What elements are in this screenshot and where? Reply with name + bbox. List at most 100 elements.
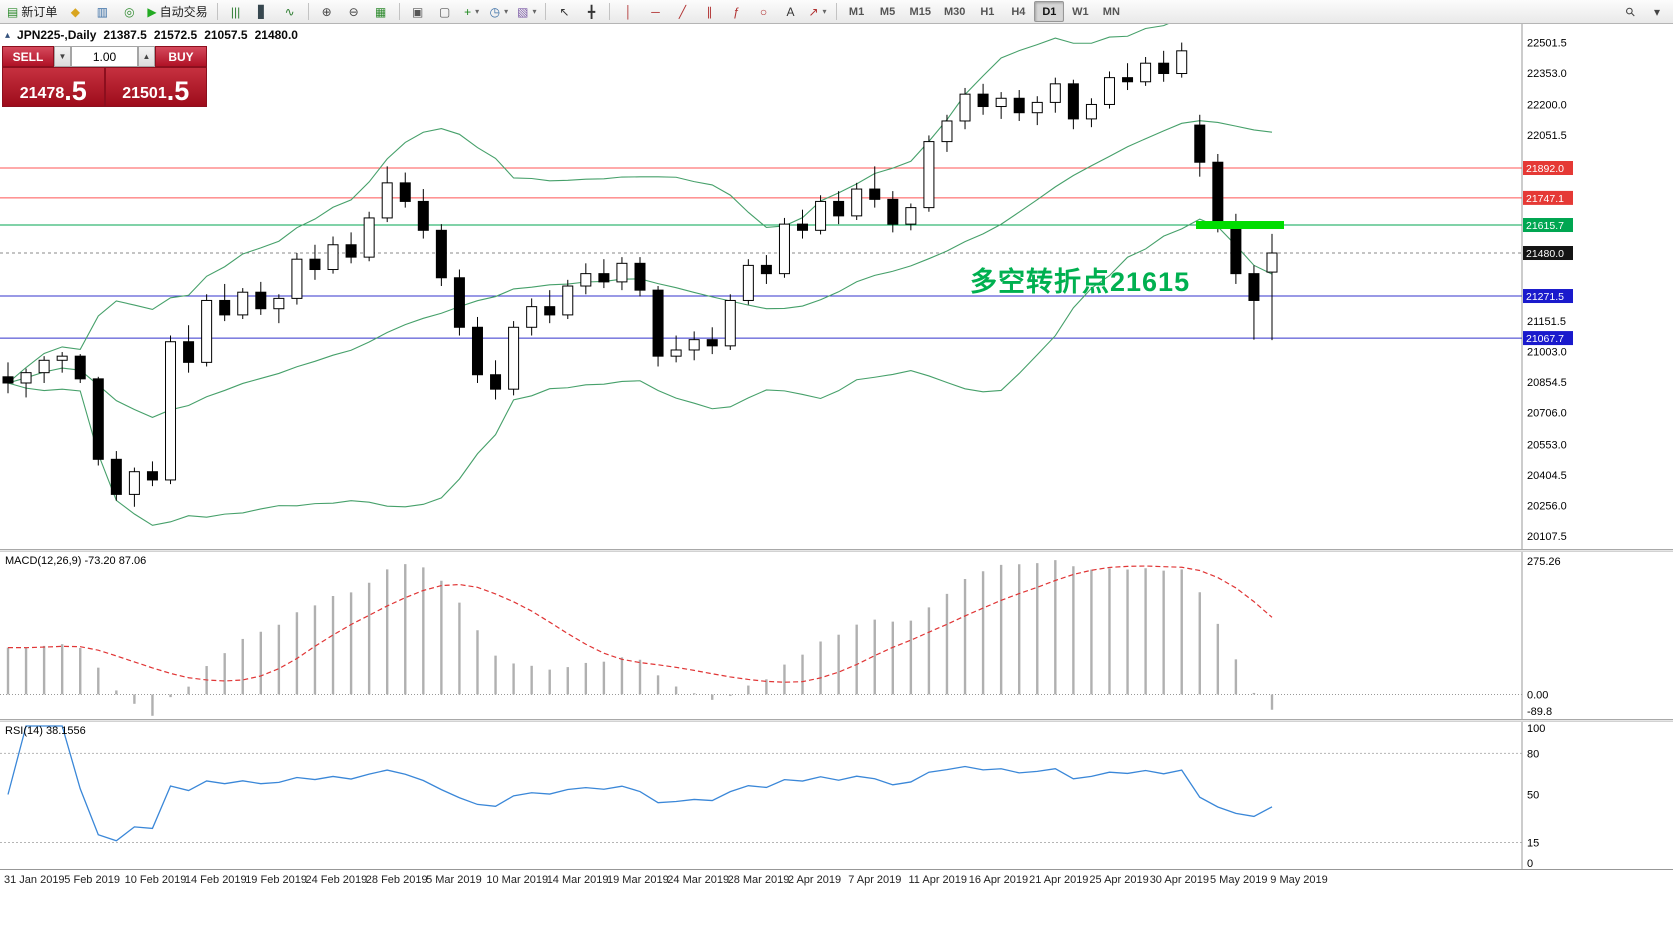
timeframe-h1-button[interactable]: H1	[980, 5, 995, 18]
date-axis-label: 10 Mar 2019	[486, 874, 549, 886]
candle	[363, 211, 375, 262]
market-watch-button[interactable]: ▥	[89, 1, 115, 23]
buy-price-main: 21501	[122, 85, 167, 102]
panel-splitter[interactable]	[0, 719, 1673, 722]
sell-price-display[interactable]: 21478.5	[2, 67, 105, 107]
bollinger-lower-band	[7, 218, 1273, 526]
volume-increase-button[interactable]: ▲	[138, 46, 155, 67]
buy-price-display[interactable]: 21501.5	[104, 67, 207, 107]
candle	[977, 83, 989, 115]
horizontal-line-button[interactable]: ─	[642, 1, 668, 23]
toolbar-separator	[609, 3, 611, 20]
line-chart-button[interactable]: ∿	[277, 1, 303, 23]
vertical-line-button[interactable]: │	[615, 1, 641, 23]
bar-chart-button[interactable]: |||	[223, 1, 249, 23]
macd-chart[interactable]: 275.26 0.00 -89.8	[0, 552, 1673, 719]
candle	[56, 352, 68, 373]
volume-decrease-button[interactable]: ▼	[54, 46, 71, 67]
sell-button[interactable]: SELL	[2, 46, 54, 67]
timeframe-d1-button[interactable]: D1	[1034, 1, 1065, 22]
candle	[887, 191, 899, 233]
candle	[598, 259, 610, 289]
rsi-chart[interactable]: 100 80 50 15 0	[0, 722, 1673, 869]
timeframe-m30-button[interactable]: M30	[943, 5, 966, 18]
new-order-button[interactable]: ▤ 新订单	[3, 1, 61, 23]
highlight-segment[interactable]	[1196, 221, 1284, 230]
arrows-icon: ↗	[808, 4, 819, 19]
zoom-in-button[interactable]: ⊕	[314, 1, 340, 23]
cursor-button[interactable]: ↖	[551, 1, 577, 23]
candle	[165, 335, 177, 485]
equidistant-channel-button[interactable]: ∥	[696, 1, 722, 23]
date-axis-label: 5 May 2019	[1210, 874, 1268, 886]
metaeditor-button[interactable]: ◆	[62, 1, 88, 23]
navigator-icon: ◎	[124, 4, 135, 19]
date-axis-label: 14 Feb 2019	[184, 874, 247, 886]
candle	[183, 325, 195, 373]
panel-splitter[interactable]	[0, 549, 1673, 552]
candle	[273, 294, 285, 324]
macd-axis-label: -89.8	[1527, 706, 1552, 718]
buy-button[interactable]: BUY	[155, 46, 207, 67]
candle	[1085, 98, 1097, 128]
price-axis-label: 20107.5	[1527, 531, 1567, 543]
macd-label: MACD(12,26,9) -73.20 87.06	[5, 555, 147, 567]
help-button[interactable]: ▾	[1644, 1, 1670, 23]
candle	[616, 257, 628, 291]
cascade-windows-button[interactable]: ▣	[405, 1, 431, 23]
equidistant-channel-icon: ∥	[706, 4, 713, 19]
navigator-button[interactable]: ◎	[116, 1, 142, 23]
autotrading-button[interactable]: ▶ 自动交易	[143, 1, 211, 23]
macd-panel: 275.26 0.00 -89.8 MACD(12,26,9) -73.20 87.…	[0, 552, 1673, 719]
candle	[291, 253, 303, 305]
fibonacci-button[interactable]: ƒ	[723, 1, 749, 23]
trendline-button[interactable]: ╱	[669, 1, 695, 23]
timeframe-h4-button[interactable]: H4	[1011, 5, 1026, 18]
svg-text:21067.7: 21067.7	[1526, 333, 1564, 345]
arrows-button[interactable]: ↗ ▾	[804, 1, 830, 23]
pivot-line-21615-axis-label: 21615.7	[1523, 218, 1573, 233]
crosshair-button[interactable]: ╋	[578, 1, 604, 23]
indicators-icon: +	[464, 4, 472, 19]
timeframe-mn-button[interactable]: MN	[1102, 5, 1120, 18]
pivot-annotation[interactable]: 多空转折点21615	[970, 267, 1191, 297]
metaeditor-icon: ◆	[70, 4, 80, 19]
candlestick-chart-button[interactable]: ▋	[250, 1, 276, 23]
candle	[1176, 42, 1188, 78]
candle	[490, 360, 502, 400]
zoom-out-button[interactable]: ⊖	[341, 1, 367, 23]
tile-windows-button[interactable]: ▦	[368, 1, 394, 23]
candle	[417, 189, 429, 239]
date-axis-label: 24 Feb 2019	[305, 874, 368, 886]
rsi-axis-label: 50	[1527, 790, 1539, 802]
timeframe-m15-button[interactable]: M15	[909, 5, 931, 18]
shapes-button[interactable]: ○	[750, 1, 776, 23]
bollinger-upper-band	[7, 24, 1169, 384]
date-axis-label: 19 Mar 2019	[607, 874, 669, 886]
periods-button[interactable]: ◷ ▾	[486, 1, 513, 23]
timeframe-w1-button[interactable]: W1	[1072, 5, 1089, 18]
search-button[interactable]: ⚲	[1617, 1, 1643, 23]
indicators-button[interactable]: + ▾	[459, 1, 485, 23]
rsi-axis-label: 0	[1527, 858, 1533, 869]
candle	[1212, 153, 1224, 233]
date-axis-label: 30 Apr 2019	[1149, 874, 1210, 886]
time-axis[interactable]: 31 Jan 2019 5 Feb 2019 10 Feb 2019 14 Feb 2…	[0, 869, 1673, 895]
arrange-windows-button[interactable]: ▢	[432, 1, 458, 23]
candle	[778, 217, 790, 278]
candle	[670, 335, 682, 363]
text-button[interactable]: A	[777, 1, 803, 23]
volume-input[interactable]: 1.00	[71, 46, 138, 67]
timeframe-m1-button[interactable]: M1	[848, 5, 865, 18]
candle	[146, 461, 158, 487]
candle	[652, 286, 664, 367]
search-icon: ⚲	[1621, 3, 1639, 20]
timeframe-m5-button[interactable]: M5	[879, 5, 896, 18]
price-chart[interactable]: 22501.5 22353.0 22200.0 22051.5 21151.5 21003…	[0, 24, 1673, 549]
date-axis-label: 19 Feb 2019	[245, 874, 307, 886]
chevron-down-icon: ▾	[822, 7, 827, 16]
candle	[905, 203, 917, 231]
candle	[110, 451, 122, 501]
date-axis-label: 11 Apr 2019	[908, 874, 968, 886]
templates-button[interactable]: ▧ ▾	[513, 1, 540, 23]
